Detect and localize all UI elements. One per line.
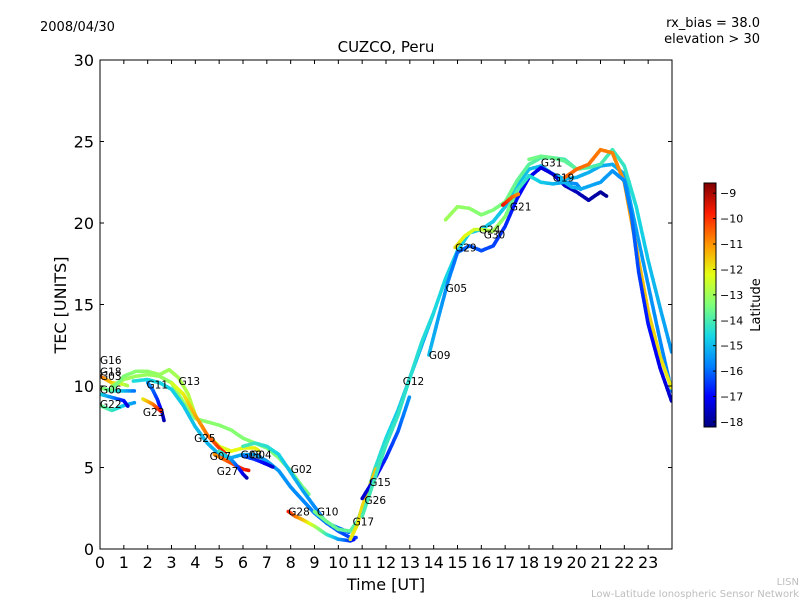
x-tick-label: 8	[286, 553, 296, 572]
colorbar-tick-label: −17	[720, 391, 743, 404]
colorbar-tick-label: −12	[720, 263, 743, 276]
satellite-label: G04	[250, 450, 272, 462]
colorbar-tick-label: −9	[720, 187, 736, 200]
y-tick-label: 5	[84, 459, 94, 478]
x-tick-label: 20	[566, 553, 586, 572]
tec-point	[256, 448, 261, 453]
tec-series	[141, 397, 163, 414]
y-axis-label: TEC [UNITS]	[51, 257, 70, 355]
x-tick-label: 23	[638, 553, 658, 572]
tec-point	[271, 465, 275, 469]
satellite-label: G26	[365, 495, 387, 507]
elevation-label: elevation > 30	[664, 32, 760, 47]
x-tick-label: 14	[423, 553, 443, 572]
date-label: 2008/04/30	[40, 20, 115, 35]
satellite-label: G23	[143, 407, 165, 419]
footer-network: Low-Latitude Ionospheric Sensor Network	[591, 589, 799, 600]
x-tick-label: 10	[328, 553, 348, 572]
x-tick-label: 6	[238, 553, 248, 572]
x-tick-label: 19	[543, 553, 563, 572]
tec-series	[241, 454, 275, 469]
satellite-label: G25	[194, 433, 216, 445]
satellite-label: G10	[317, 507, 339, 519]
satellite-label: G27	[217, 466, 239, 478]
colorbar-ticks: −9 −10 −11 −12 −13 −14 −15 −16 −17 −18	[713, 187, 743, 429]
satellite-label: G15	[369, 477, 391, 489]
x-tick-label: 5	[214, 553, 224, 572]
tec-point	[246, 468, 251, 473]
tec-series	[360, 162, 672, 519]
satellite-label: G13	[179, 376, 201, 388]
plot-frame	[99, 59, 673, 550]
tec-point	[245, 476, 249, 480]
satellite-label: G28	[288, 507, 310, 519]
x-tick-label: 13	[400, 553, 420, 572]
colorbar-tick-label: −13	[720, 289, 743, 302]
y-tick-label: 15	[74, 296, 94, 315]
y-tick-label: 0	[84, 540, 94, 559]
colorbar-tick-label: −14	[720, 314, 743, 327]
x-tick-label: 9	[309, 553, 319, 572]
satellite-label: G11	[147, 379, 169, 391]
satellite-label: G07	[210, 451, 232, 463]
y-tick-label: 30	[74, 51, 94, 70]
x-tick-label: 22	[614, 553, 634, 572]
x-tick-label: 12	[376, 553, 396, 572]
x-tick-label: 1	[119, 553, 129, 572]
x-axis-label: Time [UT]	[346, 575, 425, 594]
tec-point	[407, 395, 412, 400]
satellite-label: G31	[541, 158, 563, 170]
satellite-label: G05	[446, 283, 468, 295]
series-layer	[100, 147, 672, 543]
colorbar-tick-label: −15	[720, 340, 743, 353]
x-tick-label: 16	[471, 553, 491, 572]
satellite-label: G30	[484, 229, 506, 241]
tec-point	[159, 409, 163, 414]
tec-point	[126, 404, 130, 408]
satellite-label: G19	[553, 172, 575, 184]
x-tick-label: 21	[590, 553, 610, 572]
x-tick-label: 15	[447, 553, 467, 572]
satellite-label: G16	[100, 355, 122, 367]
tec-series	[217, 449, 249, 480]
colorbar-tick-label: −18	[720, 416, 743, 429]
y-tick-label: 10	[74, 377, 94, 396]
x-tick-label: 11	[352, 553, 372, 572]
x-tick-label: 0	[95, 553, 105, 572]
satellite-label: G03	[100, 371, 122, 383]
satellite-label-layer: G16G18G03G06G22G11G23G13G25G07G27G08G04G…	[100, 158, 574, 529]
y-tick-label: 20	[74, 214, 94, 233]
colorbar	[703, 182, 717, 428]
satellite-label: G22	[100, 399, 122, 411]
y-tick-label: 25	[74, 133, 94, 152]
tec-series	[169, 380, 228, 456]
footer-lisn: LISN	[777, 577, 799, 588]
x-tick-label: 7	[262, 553, 272, 572]
colorbar-label: Latitude	[749, 278, 764, 332]
tec-point	[162, 418, 166, 423]
tec-point	[132, 400, 137, 405]
satellite-label: G02	[291, 464, 313, 476]
satellite-label: G09	[429, 350, 451, 362]
x-tick-label: 18	[519, 553, 539, 572]
x-tick-label: 17	[495, 553, 515, 572]
tec-series	[100, 392, 130, 408]
satellite-label: G29	[455, 242, 477, 254]
tec-point	[604, 194, 609, 198]
satellite-label: G12	[403, 376, 425, 388]
colorbar-tick-label: −16	[720, 365, 743, 378]
colorbar-tick-label: −11	[720, 238, 743, 251]
tec-point	[132, 389, 137, 393]
x-tick-label: 4	[190, 553, 200, 572]
colorbar-tick-label: −10	[720, 213, 743, 226]
satellite-label: G17	[353, 516, 375, 528]
tec-point	[125, 383, 130, 388]
satellite-label: G21	[510, 202, 532, 214]
rx-bias-label: rx_bias = 38.0	[666, 16, 760, 31]
chart-title: CUZCO, Peru	[338, 38, 435, 56]
tec-point	[516, 192, 521, 196]
x-tick-label: 3	[166, 553, 176, 572]
x-tick-label: 2	[143, 553, 153, 572]
